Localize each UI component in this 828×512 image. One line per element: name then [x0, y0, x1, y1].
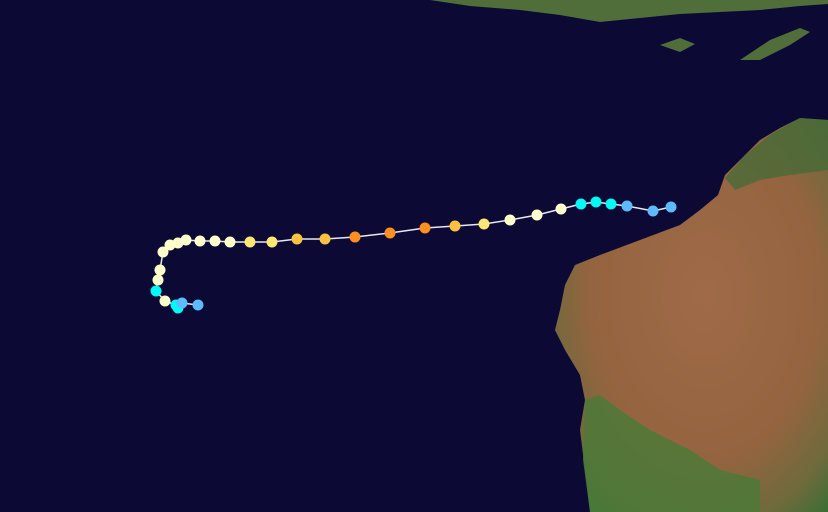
- track-point-ts: [150, 285, 162, 297]
- track-point-ts: [575, 198, 587, 210]
- track-point-td: [192, 299, 204, 311]
- track-point-c2: [266, 236, 278, 248]
- track-point-c1: [224, 236, 236, 248]
- track-point-c1: [164, 239, 176, 251]
- track-point-ts: [605, 198, 617, 210]
- track-point-c1: [159, 295, 171, 307]
- track-point-c1: [504, 214, 516, 226]
- track-point-c3: [319, 233, 331, 245]
- track-point-c1: [209, 235, 221, 247]
- track-point-td: [176, 297, 188, 309]
- island-sumba: [660, 38, 695, 52]
- track-point-td: [647, 205, 659, 217]
- track-point-ts: [590, 196, 602, 208]
- track-point-c4: [419, 222, 431, 234]
- northwest-coast-vegetation: [725, 118, 828, 190]
- track-point-c2: [244, 236, 256, 248]
- track-point-td: [621, 200, 633, 212]
- island-timor: [740, 28, 810, 60]
- track-point-c1: [154, 264, 166, 276]
- track-point-c3: [291, 233, 303, 245]
- track-point-c4: [349, 231, 361, 243]
- cyclone-track: [150, 196, 677, 314]
- track-point-c4: [384, 227, 396, 239]
- track-point-c1: [152, 274, 164, 286]
- track-point-c1: [555, 203, 567, 215]
- southwest-vegetation: [583, 395, 760, 512]
- track-point-c1: [157, 246, 169, 258]
- track-point-td: [665, 201, 677, 213]
- track-point-c2: [478, 218, 490, 230]
- track-point-c1: [531, 209, 543, 221]
- indonesia-islands: [430, 0, 828, 22]
- track-point-c3: [449, 220, 461, 232]
- track-point-c1: [194, 235, 206, 247]
